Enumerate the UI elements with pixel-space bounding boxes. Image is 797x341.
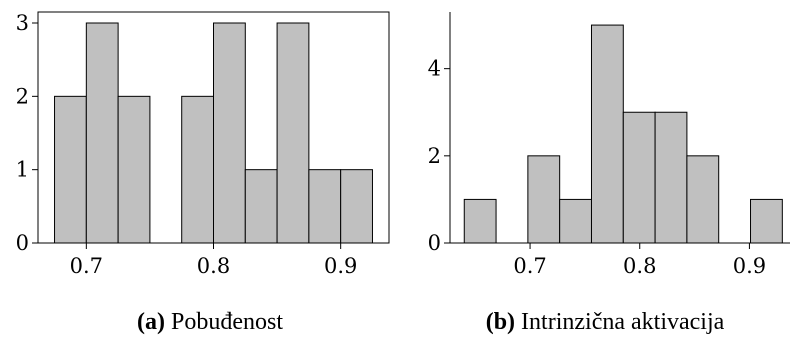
- histogram-bar-b-2: [527, 155, 561, 244]
- y-tick-label-b-1: 2: [428, 144, 441, 168]
- histogram-bar-a-4: [181, 95, 215, 244]
- y-tick-label-a-1: 1: [16, 158, 29, 182]
- histogram-bar-b-9: [750, 198, 783, 244]
- caption-b-text: Intrinzična aktivacija: [521, 309, 725, 335]
- x-tick-label-a-0: 0.7: [70, 254, 103, 278]
- histogram-bar-b-5: [622, 111, 656, 244]
- x-tick-label-a-1: 0.8: [197, 254, 230, 278]
- histogram-panel-a: 0.7 0.8 0.9 0 1 2 3: [16, 11, 390, 278]
- histogram-bar-b-4: [590, 24, 624, 244]
- histogram-bar-b-0: [463, 198, 497, 244]
- histogram-bar-a-7: [276, 22, 310, 244]
- histogram-bar-b-6: [654, 111, 688, 244]
- y-tick-label-a-3: 3: [16, 11, 29, 35]
- histogram-bar-a-0: [54, 95, 87, 244]
- histogram-panel-b: 0.7 0.8 0.9 0 2 4: [428, 12, 790, 278]
- caption-a: (a) Pobuđenost: [137, 309, 283, 335]
- histogram-bar-a-6: [244, 169, 278, 244]
- histogram-bar-a-2: [117, 95, 151, 244]
- x-tick-label-b-1: 0.8: [623, 254, 656, 278]
- caption-a-text: Pobuđenost: [171, 309, 283, 335]
- y-tick-label-b-2: 4: [428, 57, 441, 81]
- caption-a-label: (a): [137, 309, 165, 335]
- y-tick-label-b-0: 0: [428, 231, 441, 255]
- histogram-bar-a-9: [340, 169, 373, 244]
- histogram-bar-a-8: [308, 169, 342, 244]
- histogram-bar-b-3: [559, 198, 592, 244]
- y-tick-label-a-0: 0: [16, 231, 29, 255]
- x-tick-label-a-2: 0.9: [324, 254, 357, 278]
- histogram-bar-b-7: [686, 155, 720, 244]
- x-tick-label-b-2: 0.9: [733, 254, 766, 278]
- histogram-bar-a-1: [85, 22, 119, 244]
- x-tick-label-b-0: 0.7: [513, 254, 546, 278]
- caption-b-label: (b): [486, 309, 515, 335]
- caption-b: (b) Intrinzična aktivacija: [486, 309, 725, 335]
- y-tick-label-a-2: 2: [16, 84, 29, 108]
- histogram-bar-a-5: [213, 22, 246, 244]
